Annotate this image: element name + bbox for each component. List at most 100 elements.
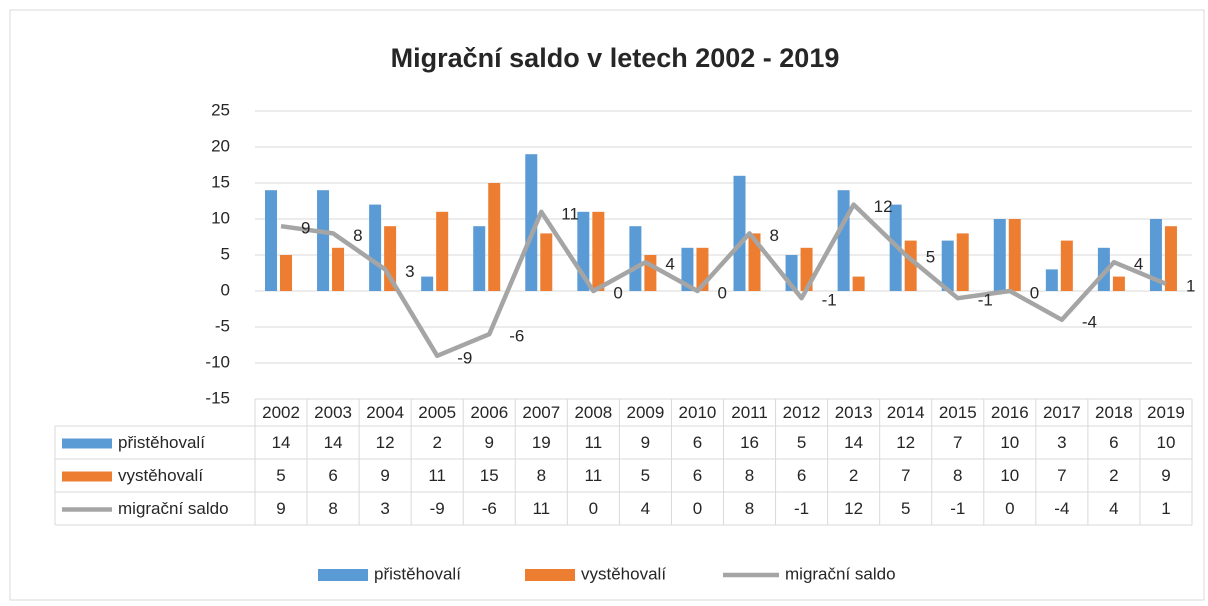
x-tick-label: 2014: [887, 403, 925, 422]
x-tick-label: 2006: [470, 403, 508, 422]
bar: [592, 211, 605, 291]
bar: [993, 219, 1006, 291]
table-cell: 0: [693, 499, 702, 518]
table-cell: 7: [901, 466, 910, 485]
bar: [837, 190, 850, 291]
x-tick-label: 2004: [366, 403, 404, 422]
bar: [317, 190, 330, 291]
data-label: -9: [457, 348, 472, 367]
table-cell: 10: [1000, 466, 1019, 485]
bar: [956, 233, 969, 291]
table-cell: 8: [745, 466, 754, 485]
table-cell: 3: [380, 499, 389, 518]
table-cell: -9: [430, 499, 445, 518]
table-cell: 8: [953, 466, 962, 485]
bar: [1060, 240, 1073, 291]
y-tick-label: 25: [211, 100, 230, 119]
x-tick-label: 2015: [939, 403, 977, 422]
table-cell: 8: [745, 499, 754, 518]
data-label: 3: [405, 262, 414, 281]
bar: [265, 190, 277, 291]
legend-key: [525, 569, 575, 581]
bar: [1097, 247, 1110, 291]
table-cell: 10: [1000, 433, 1019, 452]
table-cell: 6: [1109, 433, 1118, 452]
bar: [733, 175, 746, 291]
data-label: 4: [1134, 255, 1143, 274]
data-label: -1: [978, 291, 993, 310]
y-tick-label: 5: [221, 244, 230, 263]
x-tick-label: 2012: [783, 403, 821, 422]
y-tick-label: 20: [211, 136, 230, 155]
x-tick-label: 2018: [1095, 403, 1133, 422]
y-tick-label: 15: [211, 172, 230, 191]
table-cell: 4: [1109, 499, 1118, 518]
y-tick-label: -5: [215, 316, 230, 335]
table-cell: -1: [950, 499, 965, 518]
table-cell: 2: [849, 466, 858, 485]
x-tick-label: 2010: [679, 403, 717, 422]
bar: [525, 154, 538, 291]
data-label: 12: [874, 197, 893, 216]
x-tick-label: 2007: [522, 403, 560, 422]
table-cell: 11: [585, 466, 603, 485]
data-label: -4: [1082, 312, 1097, 331]
table-cell: 6: [328, 466, 337, 485]
y-tick-label: 0: [221, 280, 230, 299]
table-key: [62, 438, 112, 449]
data-label: -1: [822, 291, 837, 310]
bar: [1045, 269, 1058, 291]
table-cell: 5: [797, 433, 806, 452]
bar: [1149, 219, 1162, 291]
bar: [488, 183, 501, 291]
table-cell: 14: [272, 433, 291, 452]
legend-label: migrační saldo: [785, 564, 896, 583]
table-series-name: migrační saldo: [118, 499, 229, 518]
legend-key: [318, 569, 368, 581]
table-series-name: přistěhovalí: [118, 433, 205, 452]
bar: [421, 276, 434, 291]
x-tick-label: 2011: [731, 403, 768, 422]
table-cell: 11: [532, 499, 550, 518]
table-cell: 2: [432, 433, 441, 452]
table-cell: 12: [896, 433, 915, 452]
table-cell: 10: [1157, 433, 1176, 452]
x-tick-label: 2003: [314, 403, 352, 422]
table-cell: 11: [428, 466, 446, 485]
x-tick-label: 2017: [1043, 403, 1081, 422]
legend-label: přistěhovalí: [374, 564, 461, 583]
y-tick-label: 10: [211, 208, 230, 227]
table-cell: 8: [328, 499, 337, 518]
x-tick-label: 2013: [835, 403, 873, 422]
data-label: 0: [717, 283, 726, 302]
table-cell: 14: [844, 433, 863, 452]
data-label: 0: [613, 283, 622, 302]
bar: [332, 247, 345, 291]
bar: [629, 226, 642, 291]
table-cell: 9: [1161, 466, 1170, 485]
data-label: 8: [353, 226, 362, 245]
table-cell: 12: [844, 499, 863, 518]
bar: [941, 240, 954, 291]
data-label: 8: [770, 226, 779, 245]
table-cell: 8: [537, 466, 546, 485]
table-cell: 5: [641, 466, 650, 485]
table-cell: -1: [794, 499, 809, 518]
bar: [436, 211, 449, 291]
bar: [473, 226, 486, 291]
data-label: 1: [1186, 276, 1195, 295]
table-cell: 19: [532, 433, 551, 452]
bar: [280, 255, 292, 291]
line: [280, 202, 1167, 359]
table-cell: 3: [1057, 433, 1066, 452]
data-label: 0: [1030, 283, 1039, 302]
bar: [748, 233, 761, 291]
bar: [1008, 219, 1021, 291]
table-cell: 4: [641, 499, 650, 518]
x-tick-label: 2005: [418, 403, 456, 422]
table-cell: 6: [797, 466, 806, 485]
table-cell: 12: [376, 433, 395, 452]
chart-border: [9, 9, 1205, 601]
bar: [1112, 276, 1125, 291]
table-cell: 2: [1109, 466, 1118, 485]
